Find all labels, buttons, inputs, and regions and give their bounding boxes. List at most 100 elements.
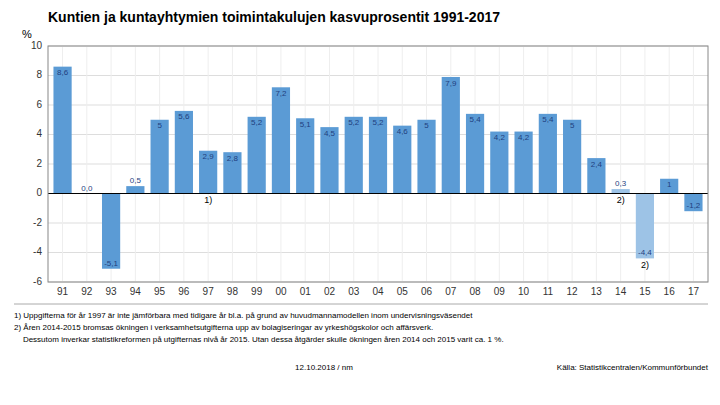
x-tick-label: 05 bbox=[397, 286, 409, 297]
y-axis-label: % bbox=[22, 28, 32, 40]
data-label: 4,6 bbox=[397, 127, 409, 136]
y-tick-label: -4 bbox=[33, 246, 42, 257]
x-tick-label: 03 bbox=[348, 286, 360, 297]
annotation: 2) bbox=[641, 260, 649, 270]
bar bbox=[126, 186, 144, 193]
data-label: 7,9 bbox=[445, 79, 457, 88]
bar bbox=[345, 117, 363, 194]
data-label: 5,6 bbox=[178, 112, 190, 121]
bar bbox=[102, 194, 120, 269]
x-tick-label: 98 bbox=[227, 286, 239, 297]
data-label: 0,3 bbox=[615, 179, 627, 188]
data-label: 4,2 bbox=[518, 133, 530, 142]
bar bbox=[442, 77, 460, 194]
bar bbox=[514, 132, 532, 194]
data-label: 5,1 bbox=[300, 120, 312, 129]
y-tick-label: -2 bbox=[33, 217, 42, 228]
bar bbox=[417, 120, 435, 194]
zero-line bbox=[48, 193, 708, 194]
x-tick-label: 01 bbox=[300, 286, 312, 297]
x-tick-label: 14 bbox=[615, 286, 627, 297]
plot-frame bbox=[48, 46, 708, 282]
y-tick-label: 8 bbox=[36, 69, 42, 80]
annotations: 1)2)2) bbox=[204, 195, 649, 270]
bar bbox=[320, 127, 338, 193]
data-label: 4,2 bbox=[494, 133, 506, 142]
data-label: 4,5 bbox=[324, 129, 336, 138]
bar bbox=[563, 120, 581, 194]
x-tick-label: 92 bbox=[81, 286, 93, 297]
x-tick-label: 15 bbox=[639, 286, 651, 297]
data-label: 5,2 bbox=[372, 118, 384, 127]
x-grid-line bbox=[135, 46, 136, 282]
bar bbox=[272, 87, 290, 193]
bar bbox=[636, 194, 654, 259]
x-tick-label: 95 bbox=[154, 286, 166, 297]
x-axis: 9192939495969798990001020304050607080910… bbox=[57, 286, 699, 297]
x-grid-line bbox=[620, 46, 621, 282]
x-tick-label: 02 bbox=[324, 286, 336, 297]
x-tick-label: 12 bbox=[567, 286, 579, 297]
x-tick-label: 97 bbox=[203, 286, 215, 297]
y-tick-label: 2 bbox=[36, 158, 42, 169]
x-tick-label: 93 bbox=[106, 286, 118, 297]
data-label: -4,4 bbox=[638, 248, 652, 257]
x-tick-label: 99 bbox=[251, 286, 263, 297]
data-labels: 8,60,0-5,10,555,62,92,85,27,25,14,55,25,… bbox=[57, 68, 701, 267]
x-tick-label: 94 bbox=[130, 286, 142, 297]
data-label: 2,8 bbox=[227, 154, 239, 163]
y-tick-label: -6 bbox=[33, 276, 42, 287]
x-tick-label: 00 bbox=[275, 286, 287, 297]
bar bbox=[199, 151, 217, 194]
annotation: 2) bbox=[617, 195, 625, 205]
bar bbox=[248, 117, 266, 194]
bar bbox=[612, 189, 630, 193]
data-label: 2,9 bbox=[203, 152, 215, 161]
footnote: 2) Åren 2014-2015 bromsas ökningen i ver… bbox=[14, 323, 433, 332]
bar bbox=[393, 126, 411, 194]
y-tick-label: 0 bbox=[36, 187, 42, 198]
bar bbox=[296, 118, 314, 193]
x-tick-label: 07 bbox=[445, 286, 457, 297]
data-label: -1,2 bbox=[687, 201, 701, 210]
bar bbox=[53, 67, 71, 194]
data-label: 1 bbox=[667, 180, 672, 189]
bars bbox=[53, 67, 702, 269]
x-tick-label: 08 bbox=[469, 286, 481, 297]
grid bbox=[48, 46, 708, 282]
data-label: 5,2 bbox=[348, 118, 360, 127]
bar bbox=[151, 120, 169, 194]
bar bbox=[466, 114, 484, 194]
data-label: 5,4 bbox=[469, 115, 481, 124]
bar bbox=[539, 114, 557, 194]
bar bbox=[223, 152, 241, 193]
x-grid-line bbox=[86, 46, 87, 282]
title: Kuntien ja kuntayhtymien toimintakulujen… bbox=[48, 9, 500, 25]
bar bbox=[660, 179, 678, 194]
x-tick-label: 09 bbox=[494, 286, 506, 297]
data-label: 5,4 bbox=[542, 115, 554, 124]
x-grid-line bbox=[669, 46, 670, 282]
y-tick-label: 10 bbox=[31, 40, 43, 51]
data-label: 2,4 bbox=[591, 160, 603, 169]
source: Källa: Statistikcentralen/Kommunförbunde… bbox=[557, 363, 709, 372]
data-label: -5,1 bbox=[104, 259, 118, 268]
y-grid-line bbox=[48, 193, 708, 194]
x-grid-line bbox=[693, 46, 694, 282]
x-tick-label: 16 bbox=[664, 286, 676, 297]
bar bbox=[490, 132, 508, 194]
data-label: 5 bbox=[424, 121, 429, 130]
footnote: 1) Uppgifterna för år 1997 är inte jämfö… bbox=[14, 311, 473, 320]
data-label: 0,5 bbox=[130, 176, 142, 185]
x-tick-label: 11 bbox=[543, 286, 554, 297]
data-label: 5,2 bbox=[251, 118, 263, 127]
x-tick-label: 10 bbox=[518, 286, 530, 297]
bar bbox=[587, 158, 605, 193]
x-tick-label: 91 bbox=[57, 286, 69, 297]
footnotes: 1) Uppgifterna för år 1997 är inte jämfö… bbox=[14, 311, 504, 344]
data-label: 5 bbox=[157, 121, 162, 130]
y-axis: -6-4-20246810 bbox=[31, 40, 43, 287]
data-label: 5 bbox=[570, 121, 575, 130]
bar bbox=[175, 111, 193, 194]
x-tick-label: 06 bbox=[421, 286, 433, 297]
